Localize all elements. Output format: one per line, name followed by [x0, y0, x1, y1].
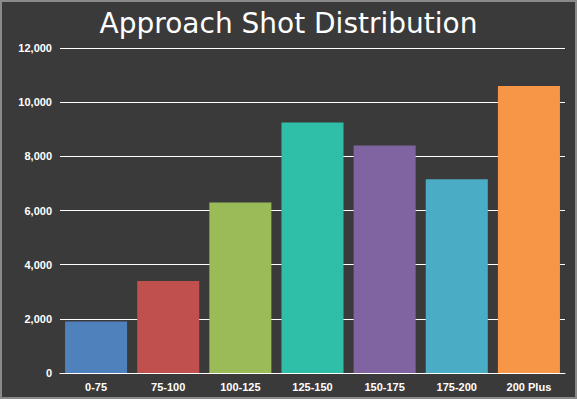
- svg-text:10,000: 10,000: [18, 96, 52, 108]
- svg-text:75-100: 75-100: [151, 381, 185, 393]
- svg-text:8,000: 8,000: [24, 150, 52, 162]
- svg-text:0-75: 0-75: [85, 381, 107, 393]
- svg-text:100-125: 100-125: [220, 381, 260, 393]
- svg-text:4,000: 4,000: [24, 259, 52, 271]
- svg-text:125-150: 125-150: [292, 381, 332, 393]
- svg-text:200 Plus: 200 Plus: [507, 381, 552, 393]
- svg-text:12,000: 12,000: [18, 42, 52, 54]
- svg-text:6,000: 6,000: [24, 205, 52, 217]
- svg-text:175-200: 175-200: [437, 381, 477, 393]
- svg-text:2,000: 2,000: [24, 313, 52, 325]
- svg-text:0: 0: [46, 367, 52, 379]
- svg-text:150-175: 150-175: [364, 381, 404, 393]
- svg-text:Approach Shot Distribution: Approach Shot Distribution: [100, 7, 478, 40]
